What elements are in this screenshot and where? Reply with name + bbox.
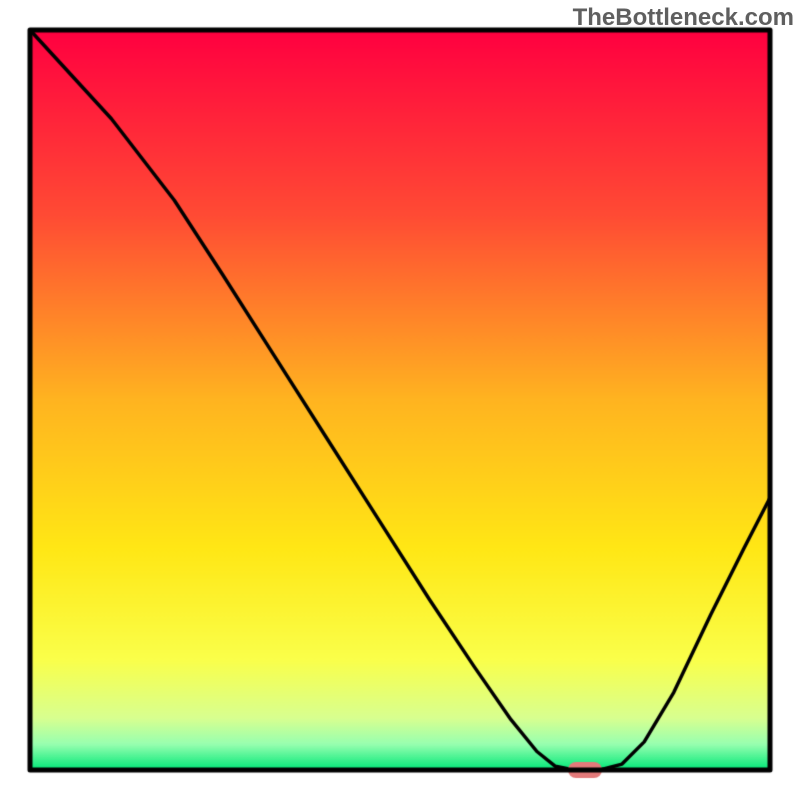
- bottleneck-chart: [0, 0, 800, 800]
- chart-stage: TheBottleneck.com: [0, 0, 800, 800]
